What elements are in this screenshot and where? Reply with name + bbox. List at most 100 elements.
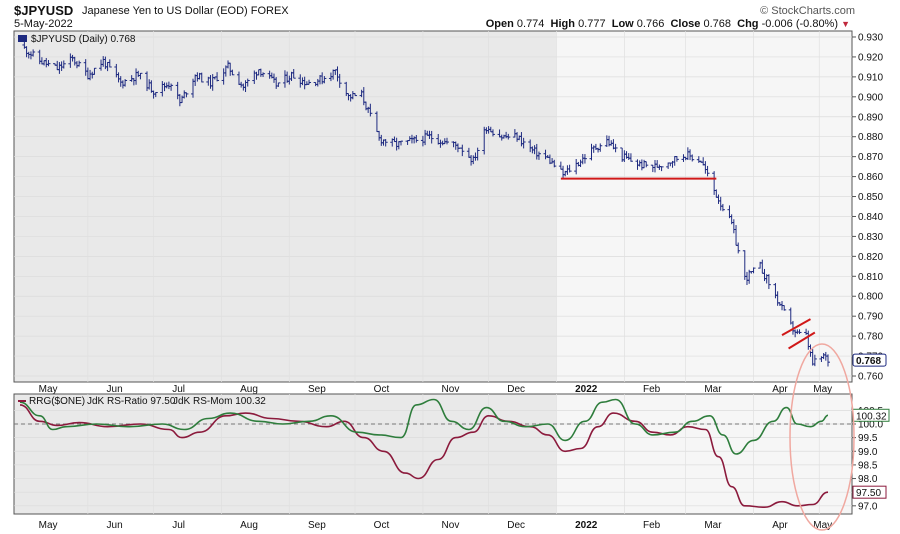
ohlc-bar: [705, 165, 710, 177]
ohlc-bar: [536, 151, 541, 160]
ohlc-bar: [307, 79, 312, 85]
ohlc-bar: [92, 67, 97, 75]
ohlc-bar: [782, 305, 787, 311]
low-value: 0.766: [636, 18, 665, 30]
ohlc-bar: [475, 147, 480, 161]
ohlc-bar: [77, 60, 82, 67]
ohlc-bar: [766, 274, 771, 290]
ohlc-bar: [230, 69, 235, 76]
rrg-tick-label: 97.0: [858, 501, 878, 512]
date-axis-label: Nov: [442, 520, 460, 531]
change-label: Chg: [737, 18, 759, 30]
price-tick-label: 0.930: [858, 32, 883, 43]
rrg-gridlines: [14, 394, 852, 514]
ohlc-bar: [429, 130, 434, 144]
ohlc-bar: [353, 93, 358, 97]
ohlc-bar: [291, 69, 296, 79]
price-annotations: [560, 177, 816, 350]
last-price-tag: 0.768: [852, 353, 887, 367]
channel-line: [788, 331, 816, 350]
rrg-tick-label: 98.0: [858, 474, 878, 485]
price-date-axis: May Jun Jul Aug Sep Oct Nov Dec 2022 Feb Mar Apr May: [39, 384, 832, 395]
ohlc-bar: [337, 73, 342, 88]
ohlc-bar: [138, 72, 143, 80]
ohlc-bar: [613, 143, 618, 153]
symbol-description: Japanese Yen to US Dollar (EOD) FOREX: [82, 5, 289, 17]
rrg-tick-label: 99.5: [858, 433, 878, 444]
date-axis-label: Feb: [643, 520, 661, 531]
price-tick-label: 0.820: [858, 252, 883, 263]
price-tick-label: 0.850: [858, 192, 883, 203]
rs-momentum-line: [19, 398, 829, 455]
date-axis-label: May: [813, 384, 832, 395]
date-axis-label: Jun: [107, 384, 123, 395]
ohlc-bar: [690, 154, 695, 162]
rrg-legend-mom: JdK RS-Mom 100.32: [173, 396, 266, 407]
high-value: 0.777: [578, 18, 606, 30]
stockcharts-credit: © StockCharts.com: [760, 5, 855, 17]
ohlc-bar: [61, 60, 66, 69]
date-axis-label: May: [39, 384, 58, 395]
low-label: Low: [611, 18, 634, 30]
ohlc-bar: [720, 203, 725, 212]
date-axis-label: Apr: [772, 384, 788, 395]
ohlc-bar: [797, 329, 802, 335]
date-axis-label: Aug: [240, 384, 258, 395]
ohlc-readout: Open 0.774 High 0.777 Low 0.766 Close 0.…: [486, 18, 850, 30]
date-axis-label: Sep: [308, 384, 326, 395]
ohlc-bar: [276, 82, 281, 87]
price-tick-label: 0.870: [858, 152, 883, 163]
price-tick-label: 0.800: [858, 292, 883, 303]
price-tick-label: 0.880: [858, 132, 883, 143]
price-tick-label: 0.920: [858, 52, 883, 63]
ohlc-bar: [245, 78, 250, 87]
last-price-label: 0.768: [856, 356, 881, 367]
chart-symbol: $JPYUSD: [14, 3, 74, 18]
date-axis-label: Nov: [442, 384, 460, 395]
price-tick-label: 0.890: [858, 112, 883, 123]
ohlc-bar: [552, 159, 557, 168]
rrg-mom-tag: 100.32: [852, 408, 890, 422]
price-tick-label: 0.900: [858, 92, 883, 103]
ohlc-bar: [582, 154, 587, 164]
date-axis-label: Dec: [507, 384, 525, 395]
ohlc-bar: [215, 72, 220, 82]
high-label: High: [550, 18, 575, 30]
date-axis-label: Jul: [172, 384, 185, 395]
price-panel-frame: [13, 30, 853, 383]
date-axis-label: May: [39, 520, 58, 531]
rrg-tick-label: 99.0: [858, 447, 878, 458]
ohlc-bar: [153, 91, 158, 98]
rrg-date-axis: May Jun Jul Aug Sep Oct Nov Dec 2022 Feb Mar Apr May: [39, 520, 832, 531]
date-axis-label: Mar: [704, 520, 722, 531]
price-tick-label: 0.830: [858, 232, 883, 243]
close-label: Close: [670, 18, 701, 30]
ohlc-bar: [812, 354, 817, 367]
rrg-ratio-tag: 97.50: [852, 485, 887, 499]
price-panel-past-shade: [14, 31, 557, 382]
price-tick-label: 0.760: [858, 372, 883, 383]
ohlc-bar: [751, 267, 756, 274]
date-axis-label: Sep: [308, 520, 326, 531]
ohlc-bar: [368, 103, 373, 117]
open-label: Open: [485, 18, 514, 30]
ohlc-bar: [184, 92, 189, 98]
ohlc-bar: [644, 161, 649, 168]
ohlc-bar: [169, 83, 174, 91]
ohlc-bar: [826, 354, 830, 367]
open-value: 0.774: [516, 18, 545, 30]
ohlc-bar: [199, 72, 204, 83]
rrg-legend-ratio: JdK RS-Ratio 97.50: [87, 396, 176, 407]
rrg-legend: RRG($ONE) JdK RS-Ratio 97.50 JdK RS-Mom …: [18, 396, 266, 407]
price-legend: $JPYUSD (Daily) 0.768: [31, 34, 136, 45]
price-tick-label: 0.810: [858, 272, 883, 283]
date-axis-label: Feb: [643, 384, 661, 395]
ohlc-bar: [322, 76, 327, 84]
price-tick-label: 0.910: [858, 72, 883, 83]
ohlc-bar: [383, 139, 388, 147]
date-axis-label: Aug: [240, 520, 258, 531]
ohlc-bar: [659, 166, 664, 172]
date-axis-label: Jun: [107, 520, 123, 531]
rrg-panel-past-shade: [14, 394, 557, 514]
rrg-tick-label: 98.5: [858, 460, 878, 471]
